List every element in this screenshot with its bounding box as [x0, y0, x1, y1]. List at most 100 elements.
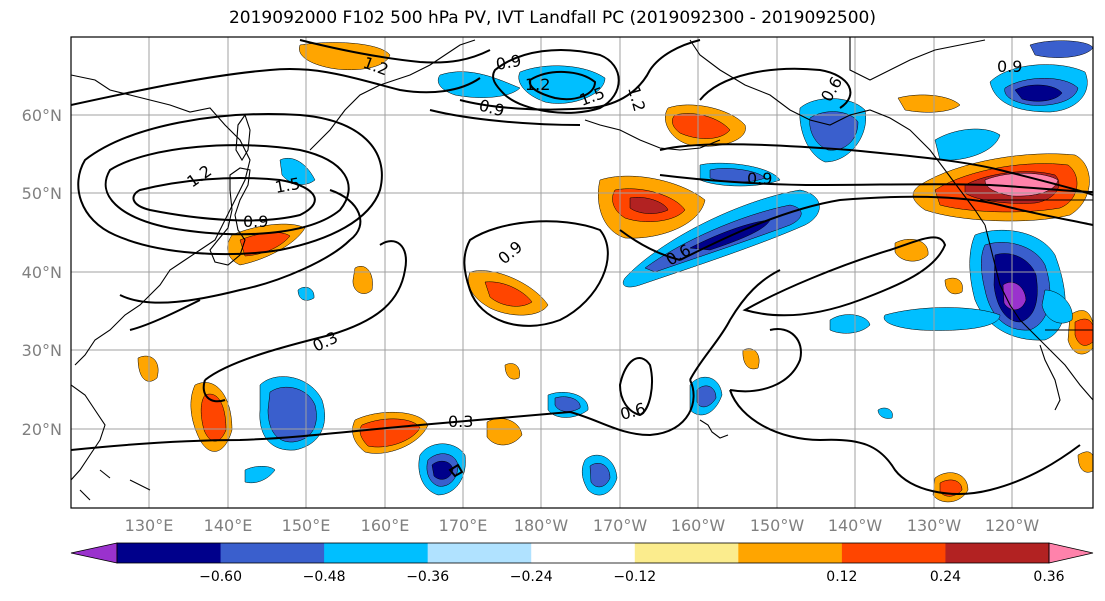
colorbar: −0.60−0.48−0.36−0.24−0.120.120.240.360.4…	[70, 542, 1094, 585]
positive-anomaly	[897, 94, 961, 113]
pv-contour	[204, 240, 407, 381]
colorbar-segment	[324, 543, 429, 563]
shaded-anomalies	[137, 40, 1093, 503]
lon-label: 140°E	[204, 516, 253, 535]
baja-coast	[1039, 344, 1061, 411]
positive-anomaly	[629, 197, 669, 214]
negative-anomaly	[1041, 289, 1073, 324]
pv-contour	[104, 144, 350, 236]
longitude-labels: 130°E 140°E 150°E 160°E 170°E 180°W 170°…	[125, 516, 1040, 535]
lon-label: 160°W	[671, 516, 726, 535]
pv-contour	[71, 68, 481, 106]
negative-anomaly	[829, 314, 871, 334]
pv-contour	[429, 109, 581, 126]
latitude-labels: 60°N 50°N 40°N 30°N 20°N	[22, 106, 62, 439]
pv-contour	[132, 177, 316, 222]
pv-contour	[742, 236, 947, 317]
pv-contour	[619, 229, 681, 261]
pv-contour	[129, 299, 201, 331]
negative-anomaly	[554, 396, 581, 412]
positive-anomaly	[944, 277, 963, 295]
colorbar-segment	[738, 543, 843, 563]
lon-label: 170°W	[593, 516, 648, 535]
pv-contour	[299, 39, 491, 64]
negative-anomaly	[1014, 84, 1063, 102]
aleutian-coast	[584, 119, 721, 151]
lon-label: 130°W	[907, 516, 962, 535]
map-gridlines	[71, 37, 1093, 508]
contour-label: 0.9	[747, 169, 772, 188]
pv-contour	[71, 379, 695, 451]
negative-anomaly	[809, 111, 859, 151]
pv-contour	[77, 113, 383, 256]
colorbar-segment	[945, 543, 1050, 563]
lon-label: 150°E	[282, 516, 331, 535]
colorbar-frame	[116, 542, 1050, 564]
negative-anomaly	[589, 463, 611, 488]
positive-anomaly	[742, 348, 760, 370]
map-title: 2019092000 F102 500 hPa PV, IVT Landfall…	[228, 8, 876, 28]
positive-anomaly	[939, 479, 963, 497]
pv-contour	[202, 379, 226, 403]
pv-contour	[459, 39, 701, 111]
negative-anomaly	[883, 307, 1001, 331]
colorbar-segment	[634, 543, 739, 563]
pv-contour	[679, 195, 1093, 261]
colorbar-tick-label: −0.48	[303, 569, 346, 585]
pv-contour	[689, 269, 781, 381]
positive-anomaly	[672, 113, 731, 139]
colorbar-segment	[427, 543, 532, 563]
pv-contour	[448, 463, 464, 478]
colorbar-tick-label: −0.24	[510, 569, 553, 585]
negative-anomaly	[696, 385, 717, 408]
contour-label: 0.9	[243, 212, 268, 231]
contour-label: 1.5	[273, 174, 301, 197]
positive-anomaly	[299, 42, 391, 70]
colorbar-tick-label: 0.36	[1033, 569, 1064, 585]
lon-label: 120°W	[985, 516, 1040, 535]
pv-contour	[659, 174, 1093, 193]
colorbar-tick-label: 0.12	[826, 569, 857, 585]
na-west-coast	[984, 224, 1093, 401]
negative-anomaly	[877, 407, 893, 419]
colorbar-segment	[531, 543, 636, 563]
colorbar-extend-high	[1048, 542, 1094, 564]
lat-label: 40°N	[22, 263, 62, 282]
lon-label: 160°E	[361, 516, 410, 535]
colorbar-tick-label: −0.36	[406, 569, 449, 585]
negative-anomaly	[437, 71, 521, 98]
pv-contour	[528, 70, 597, 101]
lat-label: 30°N	[22, 341, 62, 360]
island-dots	[79, 469, 151, 501]
pv-contour	[659, 143, 1093, 196]
alaska-coast	[689, 39, 986, 226]
pv-contour	[699, 67, 852, 109]
negative-anomaly	[244, 466, 276, 484]
positive-anomaly	[352, 266, 373, 294]
kamchatka-coast	[309, 39, 476, 151]
lat-label: 60°N	[22, 106, 62, 125]
pv-contour	[119, 189, 362, 304]
positive-anomaly	[1077, 451, 1093, 473]
hawaii-islands	[699, 419, 729, 439]
negative-anomaly	[431, 460, 454, 480]
positive-anomaly	[484, 281, 533, 307]
japan-coast	[209, 167, 251, 266]
pv-contours	[71, 39, 1093, 495]
lon-label: 170°E	[439, 516, 488, 535]
lat-label: 50°N	[22, 184, 62, 203]
lon-label: 130°E	[125, 516, 174, 535]
lon-label: 180°W	[514, 516, 569, 535]
asia-coast	[71, 384, 106, 481]
positive-anomaly	[984, 173, 1059, 197]
pv-contour	[492, 49, 620, 114]
negative-anomaly	[1029, 40, 1093, 58]
positive-anomaly	[504, 363, 520, 380]
contour-label: 0.9	[997, 57, 1022, 76]
lat-label: 20°N	[22, 420, 62, 439]
na-coast-north	[849, 37, 986, 81]
contour-label: 1.2	[525, 75, 550, 94]
pv-contour	[729, 389, 1081, 495]
asia-coast	[71, 74, 251, 366]
